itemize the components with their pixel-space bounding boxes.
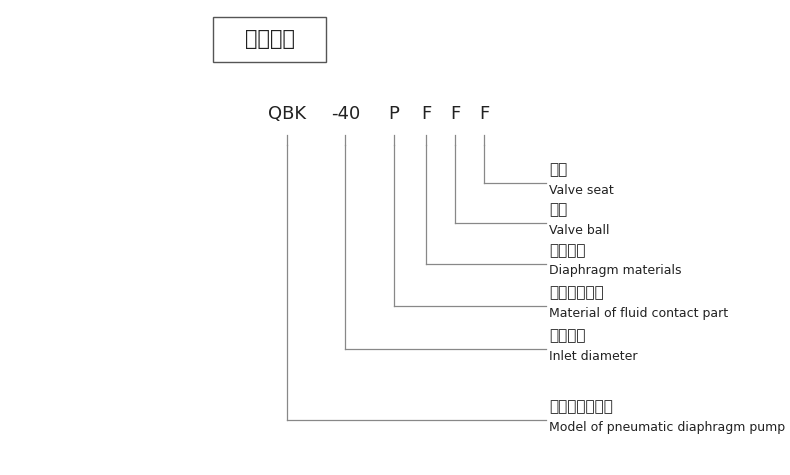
Text: Model of pneumatic diaphragm pump: Model of pneumatic diaphragm pump <box>549 421 785 434</box>
Text: 型号说明: 型号说明 <box>245 29 295 49</box>
Text: F: F <box>480 105 490 123</box>
Text: 阀球: 阀球 <box>549 202 567 218</box>
Text: Material of fluid contact part: Material of fluid contact part <box>549 307 728 320</box>
Text: 进料口径: 进料口径 <box>549 328 585 343</box>
Bar <box>0 0 207 475</box>
Text: -40: -40 <box>331 105 360 123</box>
Text: Diaphragm materials: Diaphragm materials <box>549 264 681 277</box>
Text: P: P <box>389 105 399 123</box>
Text: Valve ball: Valve ball <box>549 224 609 237</box>
Text: 气动隔膜泵型号: 气动隔膜泵型号 <box>549 399 613 415</box>
Text: F: F <box>450 105 461 123</box>
Bar <box>213 17 326 62</box>
Text: 阀座: 阀座 <box>549 162 567 177</box>
Text: Inlet diameter: Inlet diameter <box>549 350 638 363</box>
Text: Valve seat: Valve seat <box>549 183 614 197</box>
Text: 过流部件材质: 过流部件材质 <box>549 285 604 301</box>
Text: QBK: QBK <box>269 105 307 123</box>
Text: F: F <box>421 105 431 123</box>
Text: 隔膜材质: 隔膜材质 <box>549 243 585 258</box>
